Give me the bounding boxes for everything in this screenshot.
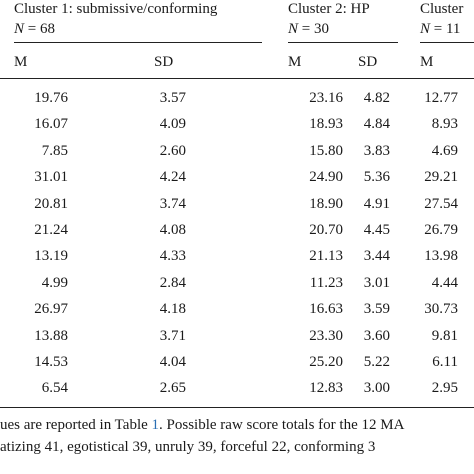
group-header-cluster-3: Cluster [420,1,464,17]
table-cell: 13.88 [34,328,68,344]
n-value: = 68 [27,21,55,37]
table-cell: 12.83 [309,380,343,396]
table-cell: 11.23 [309,275,343,291]
group-rule-cluster-3 [420,42,474,43]
table-cell: 3.57 [159,90,186,106]
table-cell: 4.91 [363,196,390,212]
table-cell: 3.83 [363,143,390,159]
group-header-cluster-1: Cluster 1: submissive/conforming [14,1,218,17]
table-cell: 2.84 [159,275,186,291]
table-cell: 2.95 [431,380,458,396]
subheader-sd-2: SD [358,54,378,70]
table-cell: 31.01 [34,169,68,185]
table-cell: 20.70 [309,222,343,238]
table-cell: 4.82 [363,90,390,106]
table-cell: 29.21 [424,169,458,185]
footnote-text: . Possible raw score totals for the 12 M… [159,417,405,433]
table-cell: 8.93 [431,116,458,132]
group-n-cluster-3: N = 11 [420,22,460,37]
n-value: = 11 [433,21,461,37]
table-cell: 18.90 [309,196,343,212]
table-cell: 4.18 [159,301,186,317]
table-cell: 4.09 [159,116,186,132]
footnote-text: ues are reported in Table [0,417,152,433]
table-cell: 21.13 [309,248,343,264]
table-cell: 25.20 [309,354,343,370]
table-cell: 23.30 [309,328,343,344]
table-cell: 4.84 [363,116,390,132]
table-cell: 3.44 [363,248,390,264]
table-cell: 4.04 [159,354,186,370]
table-cell: 12.77 [424,90,458,106]
group-header-cluster-2: Cluster 2: HP [288,1,370,17]
table-cell: 4.08 [159,222,186,238]
subheader-m-3: M [420,54,434,70]
table-cell: 3.01 [363,275,390,291]
table-cell: 27.54 [424,196,458,212]
table-cell: 6.54 [41,380,68,396]
table-cell: 30.73 [424,301,458,317]
footnote-line-2: atizing 41, egotistical 39, unruly 39, f… [0,439,376,455]
table-cell: 6.11 [432,354,458,370]
table-cell: 9.81 [431,328,458,344]
table-cell: 4.24 [159,169,186,185]
table-cell: 18.93 [309,116,343,132]
table-cell: 15.80 [309,143,343,159]
group-rule-cluster-1 [14,42,262,43]
table-cell: 26.97 [34,301,68,317]
table-cell: 3.59 [363,301,390,317]
footnote-line-1: ues are reported in Table 1. Possible ra… [0,418,404,433]
table-cell: 16.07 [34,116,68,132]
table-cell: 4.69 [431,143,458,159]
table-cell: 16.63 [309,301,343,317]
table-cell: 5.22 [363,354,390,370]
n-label: N [14,21,25,37]
table-cell: 19.76 [34,90,68,106]
table-cell: 3.74 [159,196,186,212]
n-value: = 30 [301,21,329,37]
table-cell: 23.16 [309,90,343,106]
table-cell: 2.65 [159,380,186,396]
table-cell: 3.60 [363,328,390,344]
table-cell: 20.81 [34,196,68,212]
table-cell: 3.00 [363,380,390,396]
table-cell: 13.98 [424,248,458,264]
table-bottom-rule [0,407,474,408]
subheader-m-1: M [14,54,28,70]
table-cell: 13.19 [34,248,68,264]
table-cell: 4.44 [431,275,458,291]
subheader-m-2: M [288,54,302,70]
table-cell: 3.71 [159,328,186,344]
table-cell: 7.85 [41,143,68,159]
table-cell: 26.79 [424,222,458,238]
table-cell: 4.45 [363,222,390,238]
group-n-cluster-1: N = 68 [14,22,55,37]
table-cell: 2.60 [159,143,186,159]
table-cell: 21.24 [34,222,68,238]
table-cell: 24.90 [309,169,343,185]
subheader-sd-1: SD [154,54,174,70]
n-label: N [288,21,299,37]
group-rule-cluster-2 [288,42,398,43]
subheader-rule [0,78,474,79]
n-label: N [420,21,431,37]
table-cell: 5.36 [363,169,390,185]
table-cell: 4.99 [41,275,68,291]
table-cell: 4.33 [159,248,186,264]
table-cell: 14.53 [34,354,68,370]
table-reference-link[interactable]: 1 [151,417,160,433]
group-n-cluster-2: N = 30 [288,22,329,37]
